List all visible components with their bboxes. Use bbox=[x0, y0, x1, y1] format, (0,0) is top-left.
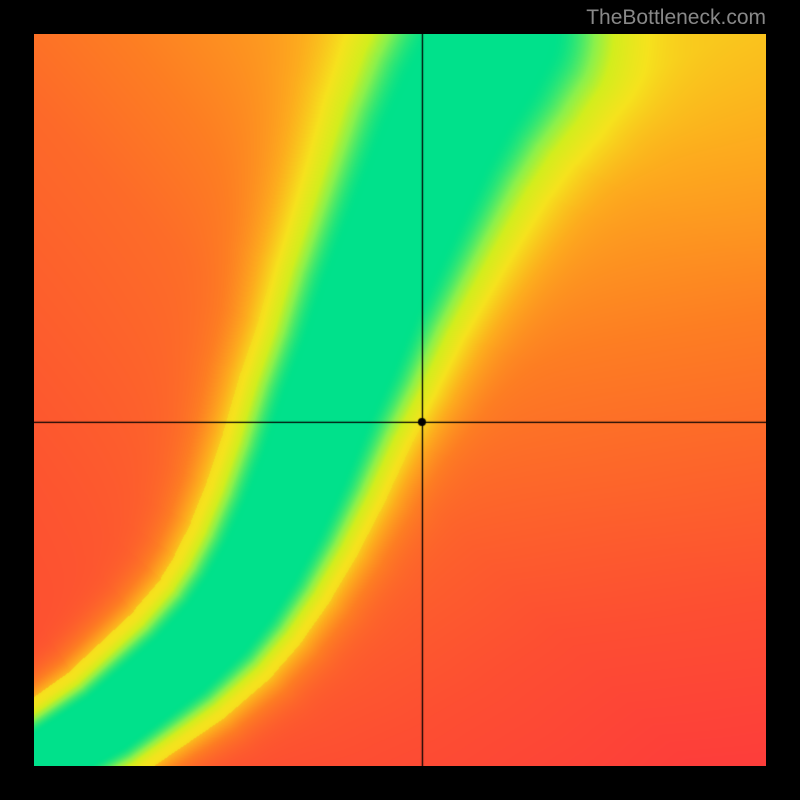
watermark-text: TheBottleneck.com bbox=[586, 6, 766, 30]
bottleneck-heatmap bbox=[34, 34, 766, 766]
chart-container: TheBottleneck.com bbox=[0, 0, 800, 800]
